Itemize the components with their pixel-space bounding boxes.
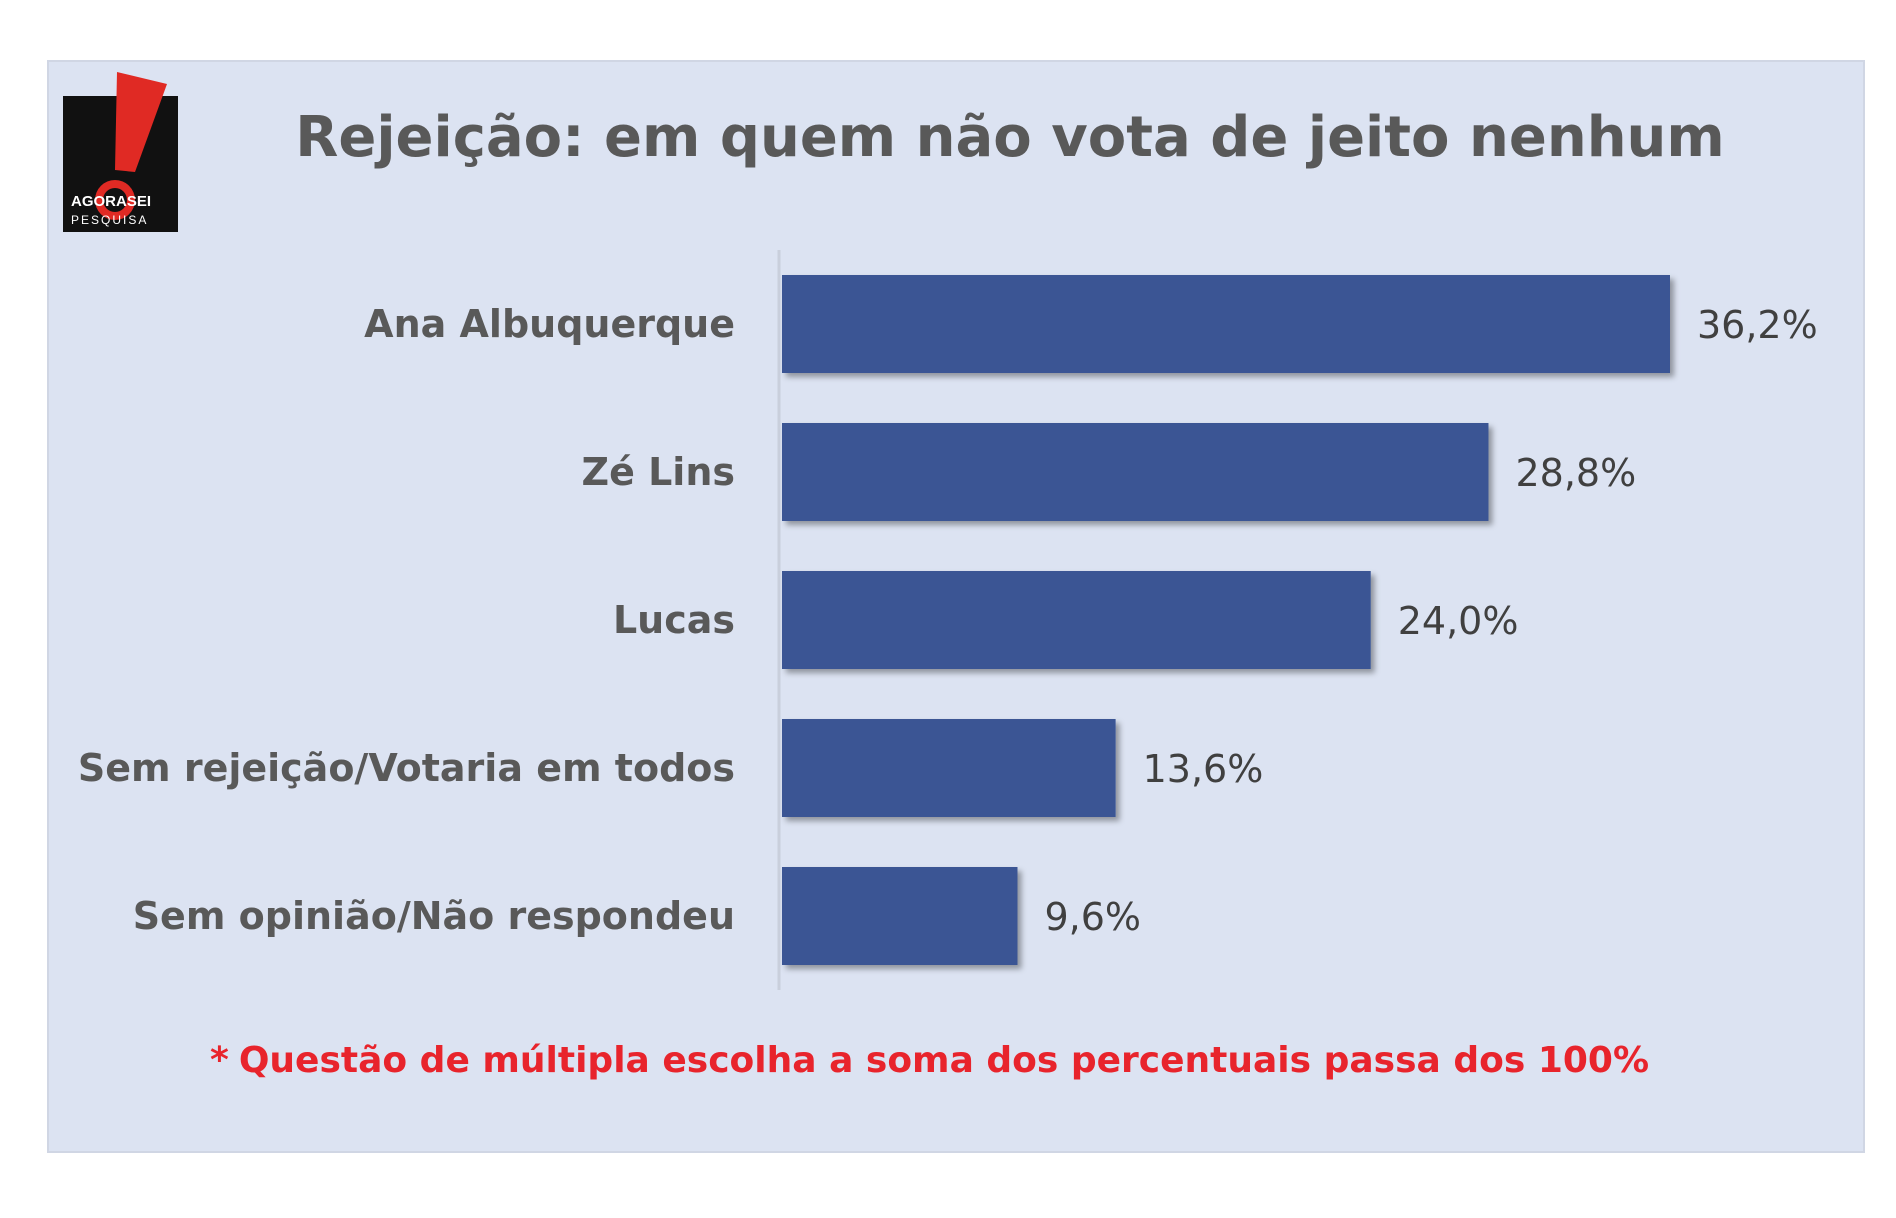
category-label: Sem opinião/Não respondeu: [133, 894, 735, 938]
bar: [782, 571, 1371, 669]
footnote: * Questão de múltipla escolha a soma dos …: [210, 1040, 1649, 1081]
footnote-text: Questão de múltipla escolha a soma dos p…: [238, 1040, 1650, 1081]
category-label: Ana Albuquerque: [364, 302, 735, 346]
category-label: Sem rejeição/Votaria em todos: [78, 746, 735, 790]
category-label: Lucas: [613, 598, 735, 642]
category-label: Zé Lins: [582, 450, 735, 494]
logo-brand-top: AGORASEI: [71, 193, 151, 210]
agorasei-logo: AGORASEI PESQUISA: [63, 72, 178, 232]
data-label: 28,8%: [1515, 451, 1636, 495]
bar: [782, 867, 1018, 965]
logo-brand-bottom: PESQUISA: [71, 213, 148, 227]
data-label: 13,6%: [1143, 747, 1264, 791]
chart-title: Rejeição: em quem não vota de jeito nenh…: [295, 105, 1725, 170]
bar: [782, 423, 1489, 521]
footnote-asterisk: *: [210, 1040, 229, 1081]
data-label: 36,2%: [1697, 303, 1818, 347]
bar: [782, 719, 1116, 817]
data-label: 9,6%: [1044, 895, 1141, 939]
bar: [782, 275, 1670, 373]
data-label: 24,0%: [1398, 599, 1519, 643]
